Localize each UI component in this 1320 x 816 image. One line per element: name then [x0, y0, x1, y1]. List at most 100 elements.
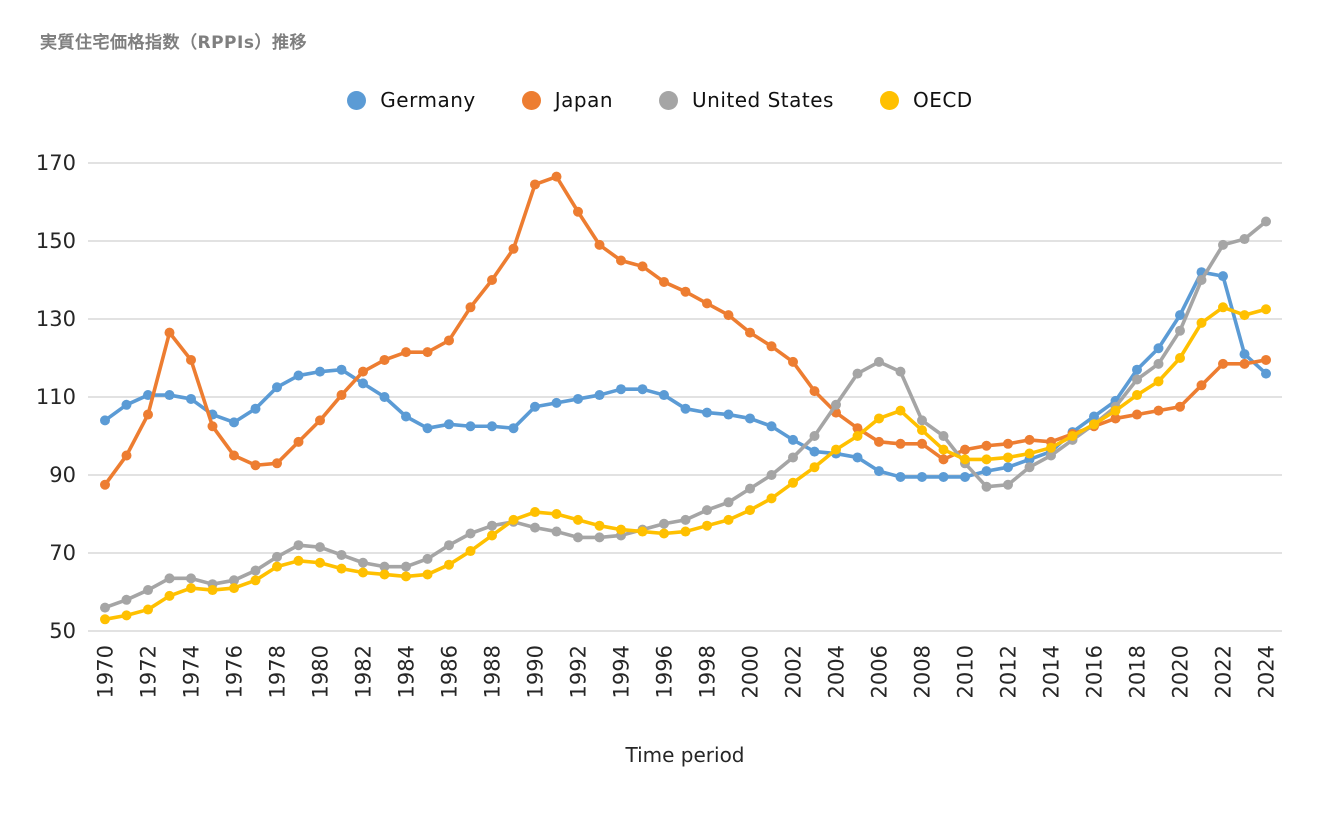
- data-point: [1067, 431, 1078, 441]
- data-point: [1024, 448, 1035, 459]
- legend-item-oecd[interactable]: OECD: [879, 88, 973, 112]
- data-point: [422, 423, 433, 434]
- data-point: [315, 366, 325, 377]
- data-point: [487, 520, 497, 531]
- data-point: [788, 356, 798, 367]
- data-point: [551, 526, 562, 537]
- data-point: [938, 471, 949, 482]
- data-point: [680, 514, 691, 525]
- data-point: [874, 436, 884, 447]
- legend-item-germany[interactable]: Germany: [347, 88, 475, 112]
- data-point: [1239, 349, 1250, 360]
- data-point: [551, 509, 562, 519]
- data-point: [293, 436, 304, 447]
- data-point: [702, 520, 712, 531]
- data-point: [659, 390, 669, 401]
- data-point: [530, 507, 540, 518]
- data-point: [1175, 310, 1185, 321]
- data-point: [121, 594, 132, 605]
- data-point: [250, 565, 261, 576]
- data-point: [1132, 390, 1142, 401]
- y-tick-label: 170: [36, 151, 76, 175]
- data-point: [723, 514, 734, 525]
- data-point: [401, 347, 411, 358]
- data-point: [1089, 411, 1099, 422]
- data-point: [981, 466, 992, 477]
- y-tick-label: 50: [49, 619, 76, 643]
- data-point: [358, 557, 368, 568]
- legend-swatch-icon: [659, 90, 679, 110]
- data-point: [1175, 401, 1185, 412]
- data-point: [100, 479, 110, 490]
- data-point: [1046, 442, 1056, 453]
- x-tick-label: 2012: [997, 645, 1021, 698]
- legend-label: Japan: [554, 88, 614, 112]
- x-tick-label: 1970: [94, 645, 118, 698]
- data-point: [444, 419, 454, 430]
- data-point: [1218, 239, 1228, 250]
- data-point: [1196, 380, 1207, 391]
- data-point: [637, 526, 648, 537]
- data-point: [1132, 409, 1142, 420]
- data-point: [594, 520, 605, 531]
- data-point: [1218, 271, 1228, 282]
- data-point: [336, 549, 347, 560]
- data-point: [1196, 317, 1207, 328]
- data-point: [938, 454, 949, 465]
- data-point: [272, 382, 282, 393]
- data-point: [250, 575, 261, 586]
- data-point: [358, 567, 368, 578]
- y-tick-label: 130: [36, 307, 76, 331]
- data-point: [379, 392, 390, 402]
- data-point: [809, 431, 820, 441]
- data-point: [1239, 234, 1250, 245]
- data-point: [143, 585, 153, 596]
- y-tick-label: 90: [49, 463, 76, 487]
- data-point: [164, 390, 175, 401]
- x-tick-label: 2022: [1212, 645, 1236, 698]
- x-tick-label: 1984: [395, 645, 419, 698]
- data-point: [186, 573, 196, 584]
- x-tick-label: 2010: [954, 645, 978, 698]
- x-tick-label: 2004: [825, 645, 849, 698]
- data-point: [680, 403, 691, 414]
- x-tick-label: 1978: [266, 645, 290, 698]
- data-point: [186, 393, 196, 404]
- data-point: [788, 452, 798, 463]
- data-point: [422, 553, 433, 564]
- chart-legend: Germany Japan United States OECD: [0, 88, 1320, 112]
- data-point: [1261, 354, 1271, 365]
- x-tick-label: 1974: [180, 645, 204, 698]
- data-point: [917, 415, 927, 426]
- data-point: [315, 542, 325, 553]
- data-point: [1261, 216, 1271, 227]
- data-point: [293, 370, 304, 381]
- y-tick-label: 150: [36, 229, 76, 253]
- data-point: [358, 366, 368, 377]
- data-point: [422, 347, 433, 358]
- data-point: [960, 454, 970, 465]
- x-tick-label: 1990: [524, 645, 548, 698]
- legend-item-japan[interactable]: Japan: [521, 88, 614, 112]
- data-point: [229, 575, 239, 586]
- data-point: [852, 431, 863, 441]
- data-point: [336, 563, 347, 574]
- x-tick-label: 1994: [610, 645, 634, 698]
- data-point: [573, 206, 583, 217]
- data-point: [616, 384, 626, 395]
- data-point: [594, 239, 605, 250]
- data-point: [745, 483, 755, 494]
- data-point: [1003, 438, 1013, 449]
- data-point: [659, 276, 669, 287]
- data-point: [336, 364, 347, 375]
- x-tick-label: 1976: [223, 645, 247, 698]
- data-point: [530, 401, 540, 412]
- data-point: [487, 275, 497, 285]
- data-point: [895, 405, 906, 416]
- data-point: [315, 557, 325, 568]
- data-point: [852, 368, 863, 379]
- legend-item-united-states[interactable]: United States: [659, 88, 834, 112]
- data-point: [766, 421, 777, 432]
- data-point: [766, 341, 777, 352]
- data-point: [1218, 358, 1228, 369]
